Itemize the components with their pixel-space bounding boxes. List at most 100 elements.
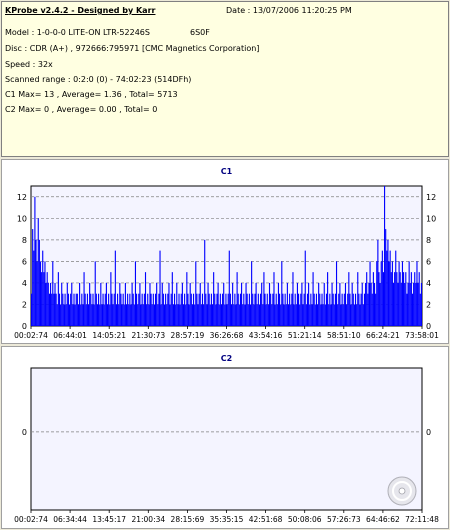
c1-bar <box>386 250 388 326</box>
c1-bar <box>58 293 61 326</box>
c1-bar <box>332 293 334 326</box>
c1-bar <box>76 293 78 326</box>
c1-bar <box>175 304 177 326</box>
c1-bar <box>246 293 248 326</box>
x-tick-label: 13:45:17 <box>92 515 126 524</box>
c1-bar <box>139 282 141 326</box>
c1-bar <box>171 272 173 326</box>
c1-bar <box>99 304 101 326</box>
c1-bar <box>384 186 386 326</box>
c1-bar <box>360 293 362 326</box>
c1-bar <box>311 304 313 326</box>
x-tick-label: 57:26:73 <box>327 515 361 524</box>
c1-bar <box>61 282 63 326</box>
cd-disc-icon <box>387 476 417 506</box>
c1-bar <box>377 239 379 326</box>
c1-bar <box>406 293 408 326</box>
c1-bar <box>120 293 122 326</box>
c1-bar <box>134 261 137 326</box>
c1-bar <box>91 304 93 326</box>
c1-bar <box>48 293 50 326</box>
c1-bar <box>198 293 200 326</box>
c1-bar <box>271 304 273 326</box>
c1-bar <box>209 304 211 326</box>
c1-bar <box>349 293 351 326</box>
c1-bar <box>395 250 397 326</box>
c1-bar <box>188 304 190 326</box>
c1-bar <box>413 282 415 326</box>
y-tick-label-right: 2 <box>426 300 431 309</box>
c1-bar <box>84 293 86 326</box>
c1-bar <box>409 282 411 326</box>
c1-bar <box>204 239 206 326</box>
c1-bar <box>186 272 188 326</box>
y-tick-label-left: 0 <box>22 428 27 437</box>
c1-bar <box>35 239 37 326</box>
c1-bar <box>205 293 207 326</box>
c1-bar <box>83 272 85 326</box>
c1-bar <box>301 282 303 326</box>
c1-bar <box>420 282 422 326</box>
c1-bar <box>131 282 133 326</box>
c1-bar <box>399 272 401 326</box>
c1-bar <box>79 282 81 326</box>
c1-bar <box>378 272 380 326</box>
c1-bar <box>252 293 254 326</box>
c1-bar <box>223 282 225 326</box>
y-tick-label-left: 4 <box>22 279 27 288</box>
c1-bar <box>227 293 229 326</box>
c1-bar <box>167 293 169 326</box>
c1-bar <box>260 293 262 326</box>
c1-bar <box>369 261 371 326</box>
c1-bar <box>73 293 75 326</box>
c1-bar <box>372 272 374 326</box>
c1-bar <box>253 304 255 326</box>
c1-bar <box>54 282 56 326</box>
c1-bar <box>376 261 378 326</box>
c1-bar <box>151 304 153 326</box>
c1-bar <box>361 282 363 326</box>
firmware-version: 6S0F <box>190 28 210 37</box>
x-tick-label: 00:02:74 <box>14 515 48 524</box>
c1-bar <box>80 304 82 326</box>
c1-bar <box>34 196 36 326</box>
c1-chart: C1 0 0 2 2 4 4 6 6 8 8 10 10 12 12 00:02:74 06:44:01 14:0… <box>14 167 439 340</box>
c1-bar <box>176 282 178 326</box>
c1-bar <box>37 218 39 326</box>
c1-bar <box>64 293 66 326</box>
c1-bar <box>156 282 158 326</box>
c1-bar <box>322 304 324 326</box>
c1-bar <box>65 304 67 326</box>
c1-bar <box>168 282 170 326</box>
c1-bar <box>398 261 400 326</box>
c1-bar <box>247 304 249 326</box>
c1-bar <box>100 282 102 326</box>
c1-bar <box>41 272 43 326</box>
c1-bar <box>96 304 99 326</box>
c1-bar <box>283 304 285 326</box>
c1-bar <box>133 304 135 326</box>
c1-bar <box>108 293 110 326</box>
c1-bar <box>262 304 264 326</box>
c1-bar <box>89 282 91 326</box>
x-tick-label: 00:02:74 <box>14 331 48 340</box>
c1-bar <box>357 272 359 326</box>
c1-bar <box>214 293 216 326</box>
c1-bar <box>390 272 392 326</box>
c1-bar <box>362 304 364 326</box>
c1-bar <box>273 272 275 326</box>
c1-bar <box>106 304 109 326</box>
plot-area <box>30 367 423 511</box>
c1-bar <box>68 304 71 326</box>
c1-bar <box>261 282 263 326</box>
c1-bar <box>33 250 35 326</box>
c1-bar <box>56 304 58 326</box>
c1-bar <box>115 304 118 326</box>
c1-bar <box>72 304 74 326</box>
chart-title: C2 <box>221 354 232 363</box>
c1-bar <box>86 293 88 326</box>
c1-bar <box>71 282 73 326</box>
c1-bar <box>199 282 201 326</box>
c1-bar <box>67 293 69 326</box>
c1-bar <box>407 282 409 326</box>
